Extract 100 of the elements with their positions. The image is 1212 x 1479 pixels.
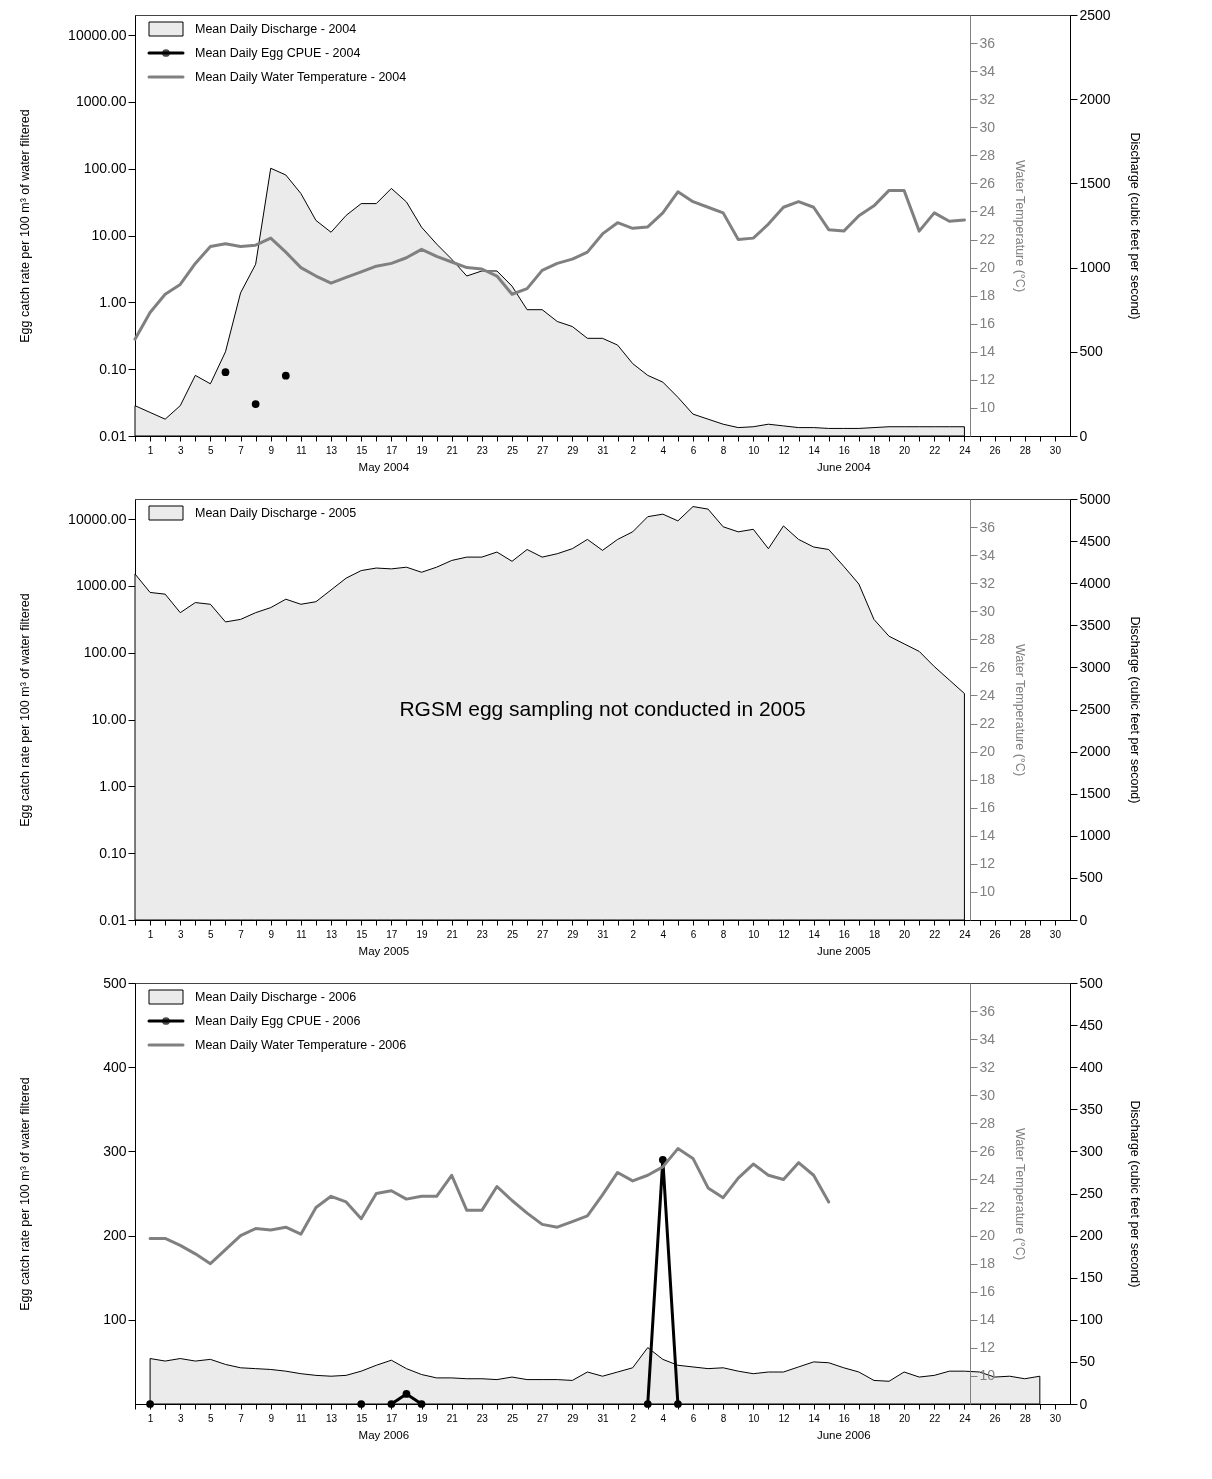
x-tick-label: 3	[177, 1412, 184, 1424]
x-tick-label: 29	[567, 1412, 579, 1424]
y3-tick-label: 14	[979, 827, 996, 844]
x-tick-label: 31	[597, 928, 609, 940]
x-tick-label: 29	[567, 928, 579, 940]
y3-tick-label: 30	[979, 1086, 996, 1103]
x-tick-label: 7	[238, 928, 245, 940]
text: June 2004	[816, 461, 872, 473]
legend-label: Mean Daily Discharge - 2006	[195, 990, 357, 1004]
text: May 2006	[358, 1429, 410, 1441]
y-tick-label: 0.01	[99, 911, 127, 928]
y3-tick-label: 10	[979, 399, 996, 416]
x-tick-label: 5	[208, 1412, 215, 1424]
x-tick-label: 4	[660, 444, 667, 456]
y-axis-title: Egg catch rate per 100 m³ of water filtered	[17, 593, 32, 827]
x-tick-label: 31	[597, 1412, 609, 1424]
y-tick-label: 300	[103, 1142, 127, 1159]
y2-tick-label: 500	[1079, 974, 1104, 991]
y2-axis-title: Discharge (cubic feet per second)	[1127, 616, 1142, 804]
x-tick-label: 22	[929, 1412, 941, 1424]
x-tick-label: 17	[386, 1412, 398, 1424]
y3-tick-label: 24	[979, 686, 996, 703]
x-tick-label: 13	[325, 928, 338, 940]
point	[643, 1400, 652, 1408]
y2-tick-label: 3500	[1079, 616, 1111, 633]
y2-tick-label: 1500	[1079, 174, 1111, 191]
x-tick-label: 10	[748, 444, 760, 456]
x-tick-label: 13	[325, 1412, 338, 1424]
x-tick-label: 24	[959, 444, 971, 456]
x-tick-label: 6	[690, 1412, 697, 1424]
y3-tick-label: 34	[979, 62, 996, 79]
x-tick-label: 11	[296, 928, 308, 940]
line-series	[148, 1147, 831, 1266]
x-tick-label: 12	[778, 1412, 790, 1424]
x-tick-label: 2	[630, 928, 637, 940]
text: May 2004	[358, 461, 410, 473]
y3-tick-label: 22	[979, 715, 996, 732]
x-tick-label: 30	[1049, 444, 1062, 456]
x-tick-label: 25	[506, 928, 519, 940]
y3-tick-label: 36	[979, 518, 996, 535]
x-tick-label: 28	[1019, 928, 1032, 940]
x-tick-label: 10	[748, 928, 760, 940]
x-tick-label: 15	[356, 928, 368, 940]
y2-tick-label: 1000	[1079, 259, 1111, 276]
point	[658, 1155, 667, 1164]
y3-axis-title: Water Temperature (°C)	[1012, 1127, 1027, 1261]
x-tick-label: 19	[416, 928, 429, 940]
y3-axis-title: Water Temperature (°C)	[1012, 643, 1027, 777]
y3-tick-label: 32	[979, 574, 996, 591]
y2-tick-label: 500	[1079, 869, 1104, 886]
x-tick-label: 15	[356, 444, 368, 456]
x-tick-label: 8	[720, 928, 727, 940]
y-tick-label: 1.00	[99, 293, 127, 310]
y3-tick-label: 26	[979, 174, 996, 191]
x-tick-label: 10	[748, 1412, 760, 1424]
x-tick-label: 9	[268, 444, 275, 456]
x-tick-label: 28	[1019, 444, 1032, 456]
x-tick-label: 21	[446, 444, 459, 456]
y-tick-label: 0.01	[99, 427, 127, 444]
y-tick-label: 0.10	[99, 844, 127, 861]
x-tick-label: 11	[296, 1412, 308, 1424]
x-tick-label: 5	[208, 444, 215, 456]
x-tick-label: 14	[808, 928, 821, 940]
y2-tick-label: 4500	[1079, 532, 1111, 549]
x-tick-label: 7	[238, 444, 245, 456]
y2-tick-label: 0	[1079, 427, 1088, 444]
y-tick-label: 100	[103, 1311, 127, 1328]
x-tick-label: 27	[537, 928, 549, 940]
legend-label: Mean Daily Water Temperature - 2004	[195, 70, 407, 84]
x-tick-label: 19	[416, 1412, 429, 1424]
y-tick-label: 1.00	[99, 777, 127, 794]
y2-tick-label: 50	[1079, 1353, 1096, 1370]
x-tick-label: 14	[808, 1412, 821, 1424]
x-tick-label: 13	[325, 444, 338, 456]
y2-tick-label: 200	[1079, 1227, 1104, 1244]
y2-tick-label: 2000	[1079, 743, 1111, 760]
x-tick-label: 30	[1049, 928, 1062, 940]
y2-tick-label: 4000	[1079, 574, 1111, 591]
x-tick-label: 20	[899, 444, 911, 456]
y3-tick-label: 24	[979, 202, 996, 219]
y3-tick-label: 24	[979, 1170, 996, 1187]
x-tick-label: 6	[690, 444, 697, 456]
y2-tick-label: 400	[1079, 1058, 1104, 1075]
y-tick-label: 10000.00	[68, 510, 127, 527]
y2-tick-label: 5000	[1079, 490, 1111, 507]
x-tick-label: 21	[446, 928, 459, 940]
y-tick-label: 500	[103, 974, 127, 991]
y3-tick-label: 26	[979, 658, 996, 675]
x-tick-label: 22	[929, 928, 941, 940]
point	[402, 1390, 411, 1398]
y-tick-label: 400	[103, 1058, 127, 1075]
y2-tick-label: 0	[1079, 1395, 1088, 1412]
y3-tick-label: 20	[979, 1227, 996, 1244]
y3-tick-label: 34	[979, 1030, 996, 1047]
y2-tick-label: 1000	[1079, 827, 1111, 844]
y-tick-label: 100.00	[83, 160, 127, 177]
y3-tick-label: 30	[979, 602, 996, 619]
line-series	[133, 188, 966, 341]
x-tick-label: 25	[506, 1412, 519, 1424]
x-tick-label: 23	[476, 444, 489, 456]
